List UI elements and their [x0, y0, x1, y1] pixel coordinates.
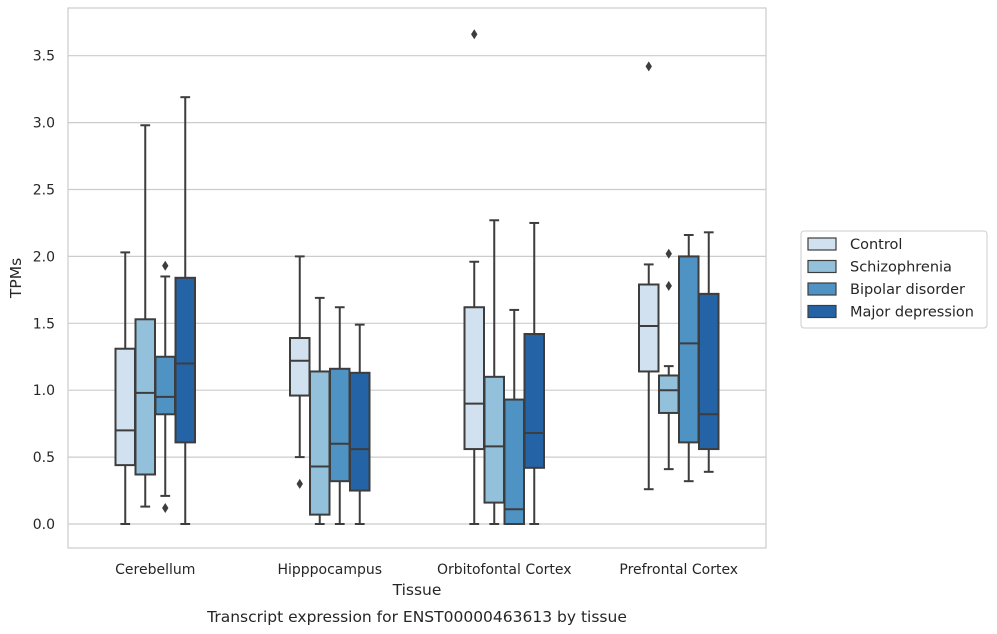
box-1-2 — [329, 306, 351, 525]
box-2-2 — [503, 308, 525, 526]
legend-label: Bipolar disorder — [850, 282, 965, 298]
plot-frame — [67, 7, 767, 549]
y-tick-label: 0.0 — [33, 517, 55, 533]
legend-label: Major depression — [850, 305, 974, 321]
x-tick-label: Orbitofontal Cortex — [437, 562, 572, 578]
y-tick-label: 2.5 — [33, 183, 55, 199]
outlier-point — [645, 61, 652, 72]
box-body — [678, 255, 700, 444]
box-body — [503, 398, 525, 526]
legend-swatch — [807, 237, 837, 251]
box-body — [114, 347, 136, 467]
box-body — [134, 318, 156, 476]
legend-label: Control — [850, 237, 902, 253]
y-tick-labels: 0.0 0.5 1.0 1.5 2.0 2.5 3.0 3.5 — [33, 49, 55, 533]
outlier-point — [162, 260, 169, 271]
legend-swatch — [807, 304, 837, 319]
legend-frame — [800, 230, 988, 329]
box-0-2 — [154, 260, 176, 513]
x-tick-labels: Cerebellum Hipppocampus Orbitofontal Corte… — [115, 562, 738, 578]
legend: Control Schizophrenia Bipolar disorder Majo… — [800, 230, 988, 329]
box-0-3 — [174, 96, 196, 525]
outlier-point — [471, 29, 478, 40]
y-tick-label: 1.0 — [33, 383, 55, 399]
x-tick-label: Hipppocampus — [277, 562, 382, 578]
box-2-3 — [523, 221, 545, 525]
chart-title: Transcript expression for ENST0000046361… — [206, 608, 627, 626]
box-body — [463, 306, 485, 451]
boxes — [114, 29, 720, 526]
y-tick-label: 3.5 — [33, 49, 55, 65]
outlier-point — [665, 280, 672, 291]
box-3-1 — [658, 248, 680, 471]
box-body — [483, 375, 505, 504]
box-2-0 — [463, 29, 485, 525]
box-body — [349, 371, 371, 492]
y-tick-label: 1.5 — [33, 316, 55, 332]
grid-lines — [68, 55, 766, 525]
box-body — [289, 337, 311, 397]
x-tick-label: Cerebellum — [115, 562, 195, 578]
legend-items: Control Schizophrenia Bipolar disorder Majo… — [807, 237, 974, 321]
outlier-point — [162, 502, 169, 513]
y-tick-label: 3.0 — [33, 116, 55, 132]
box-body — [698, 292, 720, 451]
box-0-0 — [114, 251, 136, 525]
box-1-1 — [309, 296, 331, 525]
box-body — [658, 374, 680, 414]
box-0-1 — [134, 124, 156, 508]
outlier-point — [296, 478, 303, 489]
outlier-point — [665, 248, 672, 259]
box-body — [329, 367, 351, 483]
x-axis-label: Tissue — [392, 581, 442, 599]
box-body — [523, 333, 545, 469]
box-body — [309, 370, 331, 516]
box-body — [154, 355, 176, 416]
legend-swatch — [807, 259, 837, 274]
legend-swatch — [807, 282, 837, 296]
legend-label: Schizophrenia — [850, 260, 952, 276]
box-1-3 — [349, 323, 371, 525]
box-1-0 — [289, 255, 311, 489]
y-tick-label: 0.5 — [33, 450, 55, 466]
x-tick-label: Prefrontal Cortex — [619, 562, 738, 578]
box-body — [638, 283, 660, 373]
box-3-3 — [698, 231, 720, 473]
y-axis-label: TPMs — [7, 258, 25, 299]
box-2-1 — [483, 219, 505, 525]
box-3-0 — [638, 61, 660, 491]
box-3-2 — [678, 233, 700, 483]
y-tick-label: 2.0 — [33, 249, 55, 265]
box-body — [174, 276, 196, 444]
